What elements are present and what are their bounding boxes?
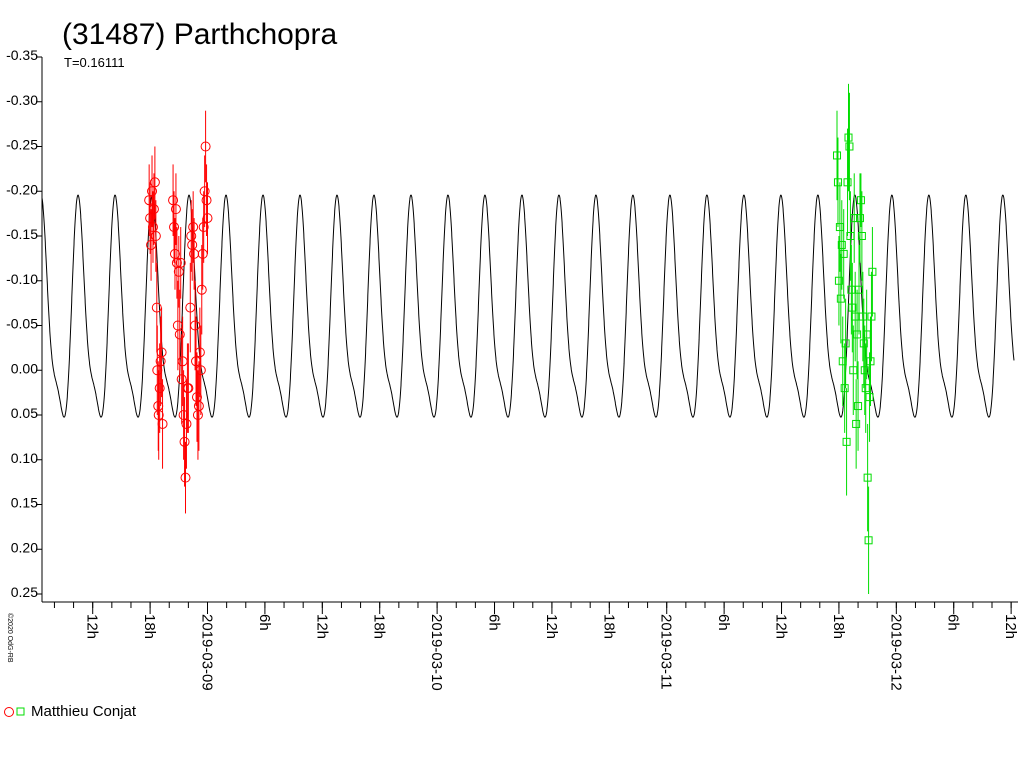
data-point-square [842, 437, 851, 446]
y-tick-label: 0.20 [11, 539, 38, 555]
x-tick-label: 2019-03-11 [658, 614, 675, 690]
y-tick-label: -0.05 [6, 316, 38, 332]
data-point-square [833, 151, 842, 160]
x-tick-label: 6h [486, 614, 503, 631]
data-point-circle [150, 231, 161, 241]
data-point-square [857, 232, 866, 240]
x-tick-label: 12h [313, 614, 330, 639]
y-tick-label: 0.15 [11, 495, 38, 511]
x-tick-label: 12h [1002, 614, 1019, 639]
x-tick-label: 12h [543, 614, 560, 639]
data-point-circle [195, 365, 206, 376]
data-point-circle [194, 347, 205, 358]
x-tick-label: 18h [141, 614, 158, 639]
x-tick-label: 12h [84, 614, 101, 639]
data-point-square [839, 249, 848, 258]
data-point-square [852, 419, 861, 428]
legend-label: Matthieu Conjat [31, 703, 137, 720]
data-point-circle [157, 418, 168, 429]
data-point-circle [200, 141, 211, 152]
y-tick-label: 0.05 [11, 405, 38, 421]
y-tick-label: 0.10 [11, 450, 38, 466]
data-point-circle [147, 186, 158, 197]
data-point-circle [149, 177, 160, 188]
data-point-circle [196, 284, 207, 295]
x-tick-label: 18h [830, 614, 847, 639]
data-point-square [855, 214, 864, 223]
data-point-square [863, 473, 872, 482]
x-tick-label: 6h [945, 614, 962, 631]
data-point-square [850, 214, 859, 223]
data-point-square [837, 240, 846, 249]
data-point-square [845, 142, 854, 151]
data-point-circle [180, 472, 191, 483]
data-point-circle [174, 329, 185, 340]
data-point-circle [202, 213, 213, 224]
data-point-square [833, 178, 842, 187]
y-tick-label: -0.20 [6, 181, 38, 197]
x-axis: 12h 18h 2019-03-09 6h 12h 18h 2019-03-10 6h 12h 1… [42, 601, 1019, 691]
data-point-square [844, 133, 853, 142]
legend: Matthieu Conjat [4, 703, 137, 720]
x-tick-label: 2019-03-10 [428, 614, 445, 691]
x-tick-label: 2019-03-12 [887, 614, 904, 691]
data-point-square [843, 178, 852, 187]
model-curve [41, 194, 1015, 418]
data-point-square [848, 303, 857, 312]
data-point-circle [170, 204, 181, 215]
data-point-circle [201, 195, 212, 206]
data-point-square [865, 393, 874, 402]
y-tick-label: -0.30 [6, 92, 38, 108]
y-tick-label: 0.25 [11, 584, 38, 600]
data-point-square [841, 339, 850, 348]
data-point-circle [156, 347, 167, 358]
copyright-label: ©2020 OdG-RB [6, 613, 14, 663]
data-point-circle [183, 383, 194, 394]
data-point-circle [198, 222, 209, 233]
x-tick-label: 6h [715, 614, 732, 631]
x-tick-label: 18h [371, 614, 388, 639]
data-point-circle [168, 195, 179, 206]
legend-square-marker [16, 707, 25, 716]
data-point-circle [154, 383, 165, 394]
chart-title: (31487) Parthchopra [62, 18, 337, 51]
x-tick-label: 12h [773, 614, 790, 639]
y-tick-label: -0.35 [6, 47, 38, 63]
legend-circle-marker [4, 707, 14, 717]
data-point-circle [147, 222, 158, 233]
data-point-square [867, 312, 876, 321]
data-point-square [866, 357, 875, 366]
data-point-circle [153, 410, 164, 420]
data-point-square [840, 384, 849, 393]
data-point-circle [181, 418, 192, 429]
data-point-square [860, 366, 869, 375]
data-point-square [854, 402, 863, 411]
y-tick-label: -0.10 [6, 271, 38, 287]
data-point-square [836, 294, 845, 303]
data-point-square [834, 276, 843, 285]
y-tick-label: -0.15 [6, 226, 38, 242]
x-tick-label: 2019-03-09 [199, 614, 216, 691]
y-tick-label: 0.00 [11, 360, 38, 376]
data-point-square [864, 536, 873, 545]
data-point-square [868, 267, 877, 276]
data-point-circle [179, 436, 190, 447]
period-label: T=0.16111 [64, 55, 125, 70]
data-point-circle [193, 401, 204, 412]
data-point-square [838, 357, 847, 366]
y-axis: -0.35 -0.30 -0.25 -0.20 -0.15 -0.10 -0.05 0.00 0… [6, 47, 43, 602]
data-point-square [859, 339, 868, 348]
data-point-circle [175, 257, 186, 268]
model-curve-path [41, 194, 1015, 418]
data-point-square [856, 196, 865, 205]
data-point-square [853, 330, 862, 339]
data-point-circle [188, 222, 199, 233]
y-tick-label: -0.25 [6, 137, 38, 153]
observation-points [144, 83, 877, 594]
x-tick-label: 18h [600, 614, 617, 639]
data-point-circle [148, 204, 159, 215]
data-point-circle [169, 222, 180, 233]
x-tick-label: 6h [256, 614, 273, 631]
